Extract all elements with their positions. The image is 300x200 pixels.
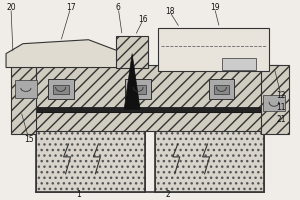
Text: 17: 17 xyxy=(66,3,75,12)
Bar xyxy=(214,85,230,94)
Bar xyxy=(53,85,69,94)
Text: 11: 11 xyxy=(276,103,286,112)
Text: 2: 2 xyxy=(166,190,170,199)
Bar xyxy=(21,65,279,112)
Bar xyxy=(21,107,279,112)
Text: 19: 19 xyxy=(210,3,219,12)
Text: 18: 18 xyxy=(165,7,175,16)
Bar xyxy=(11,65,36,134)
Bar xyxy=(15,80,37,98)
Text: 15: 15 xyxy=(24,135,34,144)
Bar xyxy=(155,127,264,192)
Bar xyxy=(263,95,285,111)
Text: 16: 16 xyxy=(138,15,148,24)
Bar xyxy=(261,65,289,134)
Text: 21: 21 xyxy=(276,115,286,124)
Bar xyxy=(208,79,234,99)
Bar xyxy=(125,79,151,99)
Bar xyxy=(36,127,145,192)
Polygon shape xyxy=(6,40,130,68)
Text: 12: 12 xyxy=(276,91,286,100)
Bar xyxy=(130,85,146,94)
Bar xyxy=(158,28,269,71)
Polygon shape xyxy=(124,54,140,109)
Text: 20: 20 xyxy=(6,3,16,12)
Text: 1: 1 xyxy=(76,190,81,199)
Bar xyxy=(48,79,74,99)
Bar xyxy=(21,109,279,131)
Bar xyxy=(223,58,256,70)
Bar xyxy=(116,36,148,68)
Text: 6: 6 xyxy=(116,3,121,12)
